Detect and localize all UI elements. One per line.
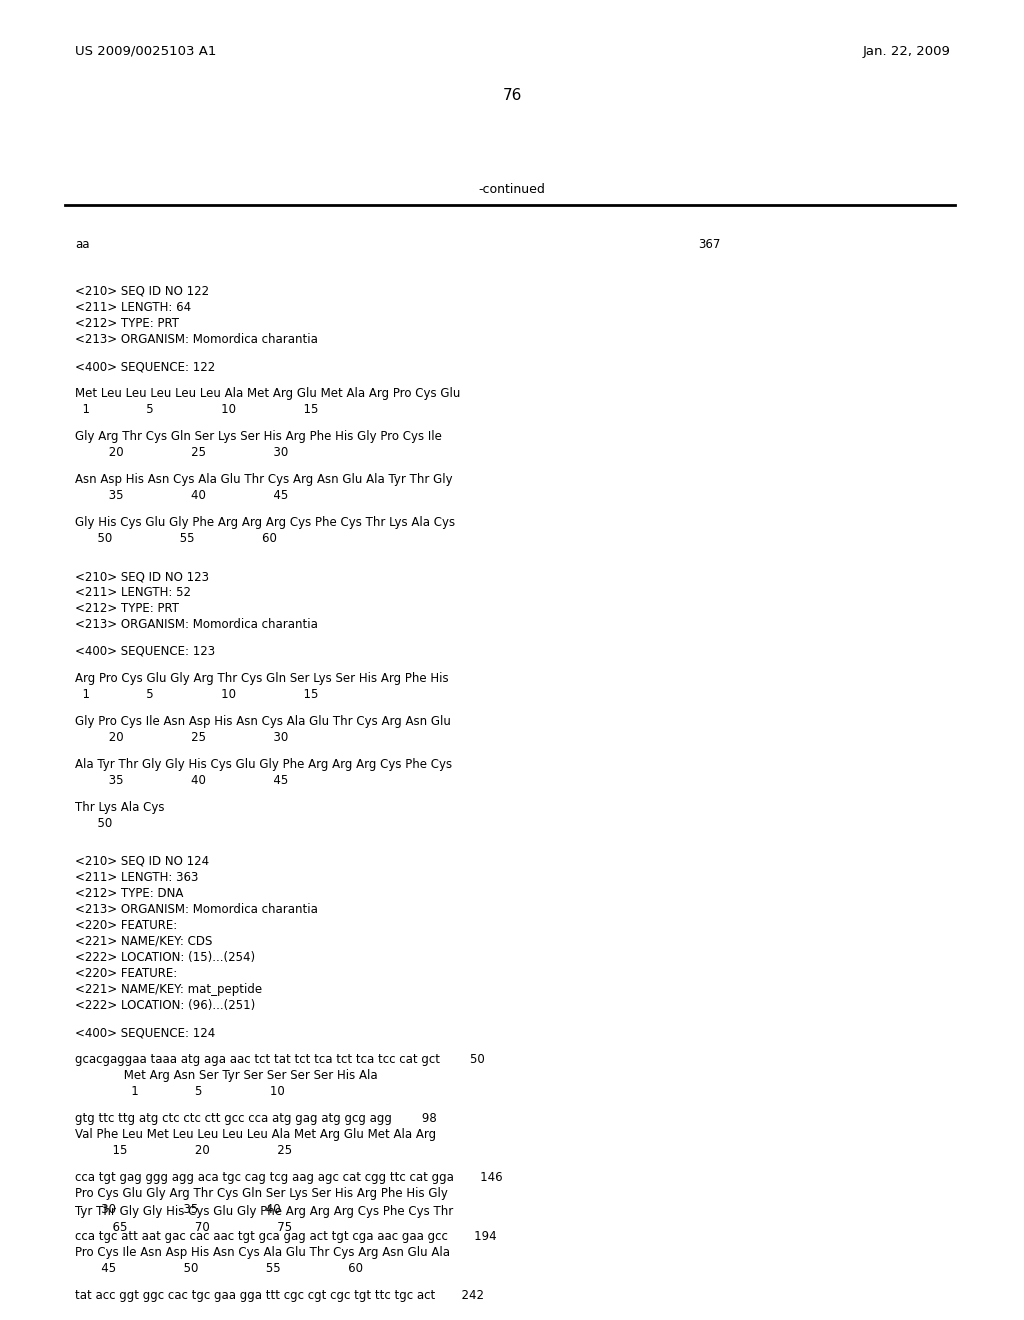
Text: Asn Asp His Asn Cys Ala Glu Thr Cys Arg Asn Glu Ala Tyr Thr Gly: Asn Asp His Asn Cys Ala Glu Thr Cys Arg … [75, 473, 453, 486]
Text: gtg ttc ttg atg ctc ctc ctt gcc cca atg gag atg gcg agg        98: gtg ttc ttg atg ctc ctc ctt gcc cca atg … [75, 1111, 437, 1125]
Text: Jan. 22, 2009: Jan. 22, 2009 [862, 45, 950, 58]
Text: <221> NAME/KEY: CDS: <221> NAME/KEY: CDS [75, 935, 212, 948]
Text: Pro Cys Glu Gly Arg Thr Cys Gln Ser Lys Ser His Arg Phe His Gly: Pro Cys Glu Gly Arg Thr Cys Gln Ser Lys … [75, 1187, 447, 1200]
Text: cca tgt gag ggg agg aca tgc cag tcg aag agc cat cgg ttc cat gga       146: cca tgt gag ggg agg aca tgc cag tcg aag … [75, 1171, 503, 1184]
Text: <212> TYPE: DNA: <212> TYPE: DNA [75, 887, 183, 900]
Text: Arg Pro Cys Glu Gly Arg Thr Cys Gln Ser Lys Ser His Arg Phe His: Arg Pro Cys Glu Gly Arg Thr Cys Gln Ser … [75, 672, 449, 685]
Text: <211> LENGTH: 64: <211> LENGTH: 64 [75, 301, 191, 314]
Text: Met Leu Leu Leu Leu Leu Ala Met Arg Glu Met Ala Arg Pro Cys Glu: Met Leu Leu Leu Leu Leu Ala Met Arg Glu … [75, 387, 461, 400]
Text: Gly His Cys Glu Gly Phe Arg Arg Arg Cys Phe Cys Thr Lys Ala Cys: Gly His Cys Glu Gly Phe Arg Arg Arg Cys … [75, 516, 455, 529]
Text: 76: 76 [503, 88, 521, 103]
Text: Gly Arg Thr Cys Gln Ser Lys Ser His Arg Phe His Gly Pro Cys Ile: Gly Arg Thr Cys Gln Ser Lys Ser His Arg … [75, 430, 442, 444]
Text: <213> ORGANISM: Momordica charantia: <213> ORGANISM: Momordica charantia [75, 903, 317, 916]
Text: Gly Pro Cys Ile Asn Asp His Asn Cys Ala Glu Thr Cys Arg Asn Glu: Gly Pro Cys Ile Asn Asp His Asn Cys Ala … [75, 715, 451, 729]
Text: <400> SEQUENCE: 123: <400> SEQUENCE: 123 [75, 645, 215, 657]
Text: <220> FEATURE:: <220> FEATURE: [75, 919, 177, 932]
Text: <222> LOCATION: (96)...(251): <222> LOCATION: (96)...(251) [75, 999, 255, 1012]
Text: 20                  25                  30: 20 25 30 [75, 446, 288, 459]
Text: 35                  40                  45: 35 40 45 [75, 488, 288, 502]
Text: <220> FEATURE:: <220> FEATURE: [75, 968, 177, 979]
Text: US 2009/0025103 A1: US 2009/0025103 A1 [75, 45, 216, 58]
Text: tat acc ggt ggc cac tgc gaa gga ttt cgc cgt cgc tgt ttc tgc act       242: tat acc ggt ggc cac tgc gaa gga ttt cgc … [75, 1290, 484, 1302]
Text: 15                  20                  25: 15 20 25 [75, 1144, 292, 1158]
Text: Thr Lys Ala Cys: Thr Lys Ala Cys [75, 801, 165, 814]
Text: Ala Tyr Thr Gly Gly His Cys Glu Gly Phe Arg Arg Arg Cys Phe Cys: Ala Tyr Thr Gly Gly His Cys Glu Gly Phe … [75, 758, 453, 771]
Text: 1               5                  10                  15: 1 5 10 15 [75, 403, 318, 416]
Text: <222> LOCATION: (15)...(254): <222> LOCATION: (15)...(254) [75, 950, 255, 964]
Text: 50: 50 [75, 817, 113, 830]
Text: -continued: -continued [478, 183, 546, 195]
Text: Met Arg Asn Ser Tyr Ser Ser Ser Ser His Ala: Met Arg Asn Ser Tyr Ser Ser Ser Ser His … [75, 1069, 378, 1082]
Text: <400> SEQUENCE: 122: <400> SEQUENCE: 122 [75, 360, 215, 374]
Text: gcacgaggaa taaa atg aga aac tct tat tct tca tct tca tcc cat gct        50: gcacgaggaa taaa atg aga aac tct tat tct … [75, 1053, 484, 1067]
Text: <210> SEQ ID NO 122: <210> SEQ ID NO 122 [75, 285, 209, 298]
Text: <211> LENGTH: 363: <211> LENGTH: 363 [75, 871, 199, 884]
Text: <211> LENGTH: 52: <211> LENGTH: 52 [75, 586, 191, 599]
Text: <221> NAME/KEY: mat_peptide: <221> NAME/KEY: mat_peptide [75, 983, 262, 997]
Text: aa: aa [75, 238, 89, 251]
Text: Pro Cys Ile Asn Asp His Asn Cys Ala Glu Thr Cys Arg Asn Glu Ala: Pro Cys Ile Asn Asp His Asn Cys Ala Glu … [75, 1246, 450, 1259]
Text: 30                  35                  40: 30 35 40 [75, 1203, 281, 1216]
Text: <210> SEQ ID NO 124: <210> SEQ ID NO 124 [75, 855, 209, 869]
Text: 45                  50                  55                  60: 45 50 55 60 [75, 1262, 362, 1275]
Text: <213> ORGANISM: Momordica charantia: <213> ORGANISM: Momordica charantia [75, 333, 317, 346]
Text: <400> SEQUENCE: 124: <400> SEQUENCE: 124 [75, 1026, 215, 1039]
Text: cca tgc att aat gac cac aac tgt gca gag act tgt cga aac gaa gcc       194: cca tgc att aat gac cac aac tgt gca gag … [75, 1230, 497, 1243]
Text: <212> TYPE: PRT: <212> TYPE: PRT [75, 317, 179, 330]
Text: 367: 367 [698, 238, 720, 251]
Text: 20                  25                  30: 20 25 30 [75, 731, 288, 744]
Text: 1               5                  10: 1 5 10 [75, 1085, 285, 1098]
Text: 1               5                  10                  15: 1 5 10 15 [75, 688, 318, 701]
Text: 35                  40                  45: 35 40 45 [75, 774, 288, 787]
Text: <212> TYPE: PRT: <212> TYPE: PRT [75, 602, 179, 615]
Text: Val Phe Leu Met Leu Leu Leu Leu Ala Met Arg Glu Met Ala Arg: Val Phe Leu Met Leu Leu Leu Leu Ala Met … [75, 1129, 436, 1140]
Text: Tyr Thr Gly Gly His Cys Glu Gly Phe Arg Arg Arg Cys Phe Cys Thr: Tyr Thr Gly Gly His Cys Glu Gly Phe Arg … [75, 1205, 454, 1218]
Text: 50                  55                  60: 50 55 60 [75, 532, 276, 545]
Text: <210> SEQ ID NO 123: <210> SEQ ID NO 123 [75, 570, 209, 583]
Text: 65                  70                  75: 65 70 75 [75, 1221, 292, 1234]
Text: <213> ORGANISM: Momordica charantia: <213> ORGANISM: Momordica charantia [75, 618, 317, 631]
